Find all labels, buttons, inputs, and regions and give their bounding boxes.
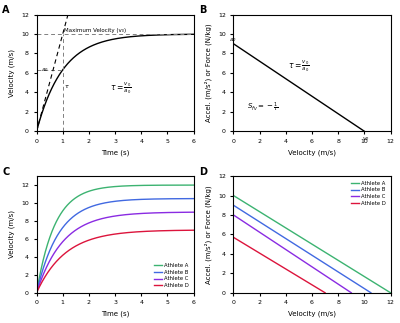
Text: $\tau = \frac{v_0}{a_0}$: $\tau = \frac{v_0}{a_0}$ (288, 58, 310, 74)
Athlete D (163, 229, 168, 233)
Athlete D (109, 233, 114, 236)
Y-axis label: Accel. (m/s²) or Force (N/kg): Accel. (m/s²) or Force (N/kg) (205, 185, 212, 284)
Athlete C (188, 210, 192, 214)
Line: Athlete C: Athlete C (36, 212, 194, 293)
Text: a₀: a₀ (230, 37, 236, 42)
Line: Athlete A: Athlete A (36, 185, 194, 293)
Athlete D (110, 233, 114, 236)
Text: B: B (199, 5, 206, 15)
Legend: Athlete A, Athlete B, Athlete C, Athlete D: Athlete A, Athlete B, Athlete C, Athlete… (152, 261, 191, 290)
Text: τ: τ (65, 84, 68, 89)
Athlete A (128, 184, 132, 188)
X-axis label: Time (s): Time (s) (101, 150, 129, 156)
Athlete A (191, 183, 196, 187)
Athlete B (34, 291, 39, 295)
Y-axis label: Velocity (m/s): Velocity (m/s) (9, 49, 16, 97)
Athlete D (128, 230, 132, 234)
Text: $S_{fv} = -\frac{1}{\tau}$: $S_{fv} = -\frac{1}{\tau}$ (246, 101, 278, 114)
X-axis label: Velocity (m/s): Velocity (m/s) (288, 311, 336, 318)
Text: C: C (2, 167, 9, 177)
Athlete B (110, 200, 114, 203)
Athlete C (109, 215, 114, 219)
Athlete B (128, 198, 132, 202)
Athlete C (110, 214, 114, 218)
Text: A: A (2, 5, 10, 15)
Legend: Athlete A, Athlete B, Athlete C, Athlete D: Athlete A, Athlete B, Athlete C, Athlete… (349, 179, 388, 208)
Line: Athlete B: Athlete B (36, 199, 194, 293)
Athlete C (34, 291, 39, 295)
Athlete D (34, 291, 39, 295)
Text: a₀: a₀ (41, 67, 48, 72)
Athlete D (119, 231, 124, 235)
Athlete B (109, 200, 114, 204)
Athlete A (34, 291, 39, 295)
Athlete D (188, 228, 192, 232)
Athlete B (163, 197, 168, 201)
Y-axis label: Accel. (m/s²) or Force (N/kg): Accel. (m/s²) or Force (N/kg) (205, 24, 212, 122)
Line: Athlete D: Athlete D (36, 230, 194, 293)
Athlete A (110, 185, 114, 189)
Y-axis label: Velocity (m/s): Velocity (m/s) (9, 210, 16, 258)
Text: $\tau = \frac{v_0}{a_0}$: $\tau = \frac{v_0}{a_0}$ (110, 80, 132, 96)
Text: v₀: v₀ (363, 136, 369, 141)
Athlete C (163, 211, 168, 214)
Athlete B (188, 197, 192, 201)
Athlete A (188, 183, 192, 187)
Text: D: D (199, 167, 207, 177)
Text: Maximum Velocity (v₀): Maximum Velocity (v₀) (64, 27, 126, 33)
Athlete C (191, 210, 196, 214)
X-axis label: Velocity (m/s): Velocity (m/s) (288, 150, 336, 156)
Athlete B (191, 197, 196, 201)
Athlete D (191, 228, 196, 232)
Athlete C (128, 212, 132, 216)
X-axis label: Time (s): Time (s) (101, 311, 129, 318)
Athlete A (119, 184, 124, 188)
Athlete A (109, 185, 114, 189)
Athlete C (119, 213, 124, 217)
Athlete A (163, 183, 168, 187)
Athlete B (119, 199, 124, 203)
